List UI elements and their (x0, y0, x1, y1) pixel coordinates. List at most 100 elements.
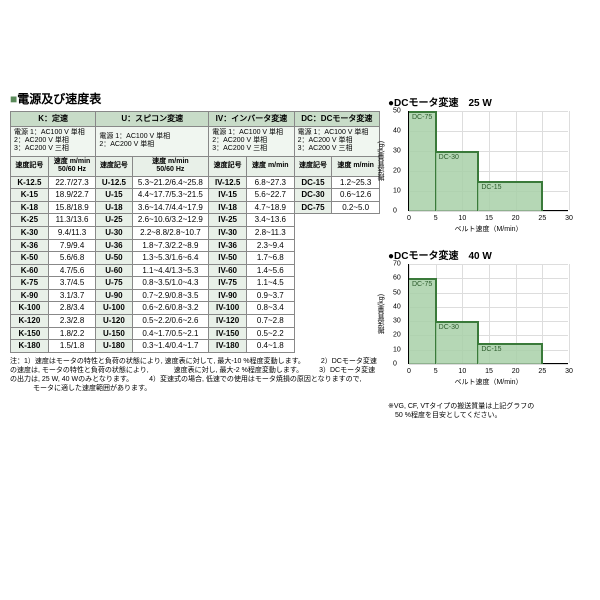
table-title: ■電源及び速度表 (10, 90, 380, 107)
speed-code: U-150 (96, 327, 132, 340)
speed-code: U-36 (96, 239, 132, 252)
x-tick: 5 (434, 215, 438, 222)
speed-code: IV-75 (209, 277, 247, 290)
speed-code: K-36 (11, 239, 49, 252)
group-header: DC：DCモータ変速 (294, 112, 379, 127)
group-header: U：スピコン変速 (96, 112, 209, 127)
step-label: DC-75 (412, 281, 432, 288)
chart-title: ●DCモータ変速 40 W (388, 247, 588, 262)
speed-code: DC-15 (294, 176, 332, 189)
speed-code (294, 327, 332, 340)
power-cell: 電源 1：AC100 V 単相 2：AC200 V 単相 3：AC200 V 三… (209, 126, 294, 156)
step-label: DC-15 (481, 346, 501, 353)
y-tick: 40 (393, 303, 401, 310)
col-header: 速度 m/min 50/60 Hz (132, 156, 209, 176)
speed-code (294, 226, 332, 239)
y-tick: 70 (393, 261, 401, 268)
speed-code: K-15 (11, 189, 49, 202)
x-tick: 20 (512, 368, 520, 375)
speed-code (294, 277, 332, 290)
speed-code: K-90 (11, 289, 49, 302)
speed-value: 1.5/1.8 (48, 340, 96, 353)
dc-chart: 010203040506070051015202530DC-75DC-30DC-… (408, 264, 568, 364)
speed-code: K-120 (11, 315, 49, 328)
speed-value: 5.6/6.8 (48, 252, 96, 265)
speed-value: 1.1~4.4/1.3~5.3 (132, 264, 209, 277)
speed-code (294, 252, 332, 265)
col-header: 速度記号 (11, 156, 49, 176)
speed-value: 0.4~1.7/0.5~2.1 (132, 327, 209, 340)
speed-value: 4.4~17.7/5.3~21.5 (132, 189, 209, 202)
y-tick: 40 (393, 128, 401, 135)
speed-code: K-75 (11, 277, 49, 290)
speed-table: K：定速U：スピコン変速IV：インバータ変速DC：DCモータ変速 電源 1：AC… (10, 111, 380, 353)
speed-value: 4.7~18.9 (247, 201, 295, 214)
speed-value: 1.7~6.8 (247, 252, 295, 265)
col-header: 速度 m/min 50/60 Hz (48, 156, 96, 176)
x-tick: 5 (434, 368, 438, 375)
speed-code (294, 302, 332, 315)
x-tick: 25 (538, 368, 546, 375)
power-cell: 電源 1：AC100 V 単相 2：AC200 V 単相 (96, 126, 209, 156)
speed-value: 0.3~1.4/0.4~1.7 (132, 340, 209, 353)
speed-value: 0.5~2.2/0.6~2.6 (132, 315, 209, 328)
x-axis-label: ベルト速度（M/min） (454, 224, 522, 234)
y-tick: 60 (393, 275, 401, 282)
speed-code: IV-15 (209, 189, 247, 202)
speed-code: IV-25 (209, 214, 247, 227)
speed-value: 6.8~27.3 (247, 176, 295, 189)
speed-code: U-25 (96, 214, 132, 227)
speed-code: K-180 (11, 340, 49, 353)
y-tick: 30 (393, 148, 401, 155)
speed-value: 11.3/13.6 (48, 214, 96, 227)
speed-value: 2.3~9.4 (247, 239, 295, 252)
speed-code: DC-75 (294, 201, 332, 214)
speed-code: IV-60 (209, 264, 247, 277)
speed-code: U-60 (96, 264, 132, 277)
step-label: DC-15 (481, 184, 501, 191)
speed-code: U-30 (96, 226, 132, 239)
notes: 注：1）速度はモータの特性と負荷の状態により, 速度表に対して, 最大-10 %… (10, 357, 380, 393)
y-tick: 50 (393, 108, 401, 115)
x-tick: 0 (407, 368, 411, 375)
power-cell: 電源 1：AC100 V 単相 2：AC200 V 単相 3：AC200 V 三… (294, 126, 379, 156)
speed-code (294, 289, 332, 302)
y-tick: 20 (393, 332, 401, 339)
col-header: 速度 m/min (247, 156, 295, 176)
speed-code: U-100 (96, 302, 132, 315)
y-axis-label: 搬送質量(kg) (377, 293, 387, 333)
speed-code: IV-36 (209, 239, 247, 252)
x-tick: 15 (485, 215, 493, 222)
speed-value (332, 277, 380, 290)
speed-value: 22.7/27.3 (48, 176, 96, 189)
col-header: 速度記号 (294, 156, 332, 176)
speed-code: K-18 (11, 201, 49, 214)
speed-code: U-90 (96, 289, 132, 302)
speed-value: 0.2~5.0 (332, 201, 380, 214)
speed-value: 18.9/22.7 (48, 189, 96, 202)
speed-value (332, 214, 380, 227)
power-cell: 電源 1：AC100 V 単相 2：AC200 V 単相 3：AC200 V 三… (11, 126, 96, 156)
speed-value: 3.7/4.5 (48, 277, 96, 290)
speed-value: 4.7/5.6 (48, 264, 96, 277)
speed-code (294, 340, 332, 353)
col-header: 速度記号 (209, 156, 247, 176)
x-axis-label: ベルト速度（M/min） (454, 377, 522, 387)
speed-code (294, 264, 332, 277)
step-label: DC-30 (439, 324, 459, 331)
speed-value (332, 252, 380, 265)
speed-value: 0.6~12.6 (332, 189, 380, 202)
speed-value: 0.9~3.7 (247, 289, 295, 302)
speed-value (332, 239, 380, 252)
speed-code: K-60 (11, 264, 49, 277)
speed-code: IV-150 (209, 327, 247, 340)
speed-code: DC-30 (294, 189, 332, 202)
y-tick: 10 (393, 188, 401, 195)
speed-value (332, 264, 380, 277)
speed-value: 0.7~2.8 (247, 315, 295, 328)
speed-code: K-30 (11, 226, 49, 239)
speed-code: K-50 (11, 252, 49, 265)
speed-value: 0.8~3.4 (247, 302, 295, 315)
y-tick: 30 (393, 318, 401, 325)
speed-code: IV-180 (209, 340, 247, 353)
